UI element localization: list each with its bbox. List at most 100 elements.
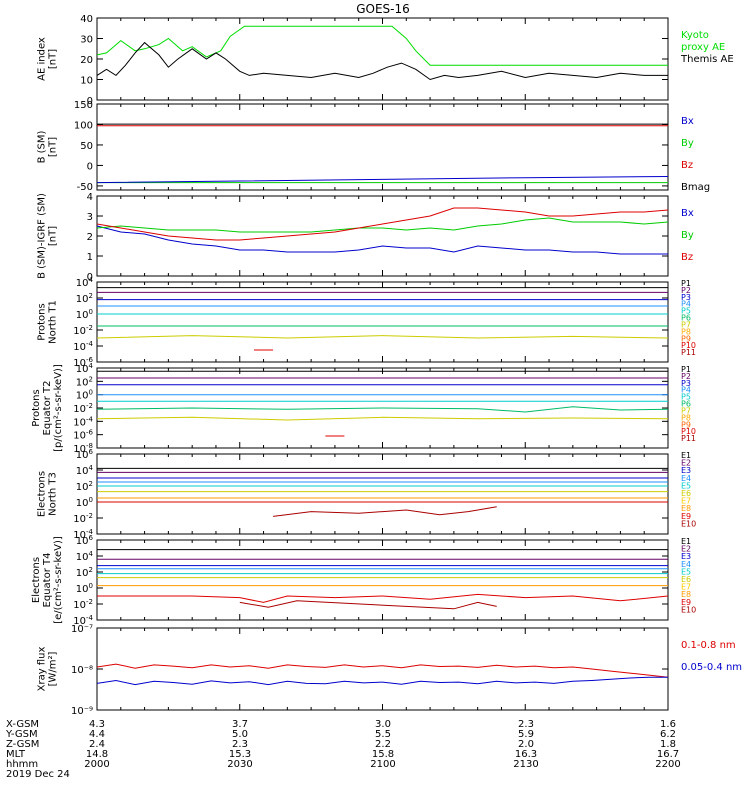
footer-value: 15.8 — [372, 749, 394, 760]
footer-value: 2200 — [655, 759, 680, 770]
y-axis-label-line: [nT] — [48, 226, 59, 246]
y-tick-label: 10⁻⁹ — [71, 706, 93, 717]
y-tick-label: -50 — [77, 182, 93, 193]
y-tick-exponent: -8 — [86, 442, 93, 450]
y-axis-label-line: Electrons — [31, 557, 42, 603]
y-tick-exponent: -2 — [86, 402, 93, 410]
y-tick-label: 100 — [76, 496, 93, 509]
y-tick-exponent: -6 — [86, 429, 94, 437]
legend-entry: P9 — [681, 334, 691, 343]
footer-value: 4.3 — [89, 719, 105, 730]
footer-value: 2130 — [513, 759, 538, 770]
legend-entry: 0.1-0.8 nm — [681, 640, 736, 651]
panel-frame — [96, 453, 669, 535]
footer-value: 2.3 — [232, 739, 248, 750]
y-tick-label: 10-4 — [73, 340, 93, 353]
footer-row-label: hhmm — [6, 759, 38, 770]
series-p7 — [96, 335, 669, 339]
legend-entry: E3 — [681, 466, 691, 475]
legend-entry: P7 — [681, 406, 691, 415]
y-tick-label: 0 — [87, 272, 93, 283]
y-axis-label-line: [nT] — [48, 137, 59, 157]
footer-value: 2.0 — [518, 739, 534, 750]
y-axis-label: B (SM)[nT] — [37, 130, 59, 163]
footer-value: 2030 — [227, 759, 252, 770]
y-tick-label: 104 — [76, 464, 94, 477]
legend-entry: Bx — [681, 116, 694, 127]
y-axis-label-line: [nT] — [48, 49, 59, 69]
panel-5: 10-810-610-410-2100102104ProtonsEquator … — [31, 362, 696, 455]
y-tick-label: 100 — [74, 120, 93, 131]
legend-entry: Bz — [681, 160, 693, 171]
legend-entry: E5 — [681, 481, 691, 490]
legend-entry: P4 — [681, 386, 691, 395]
legend-entry: By — [681, 138, 694, 149]
y-tick-label: 100 — [76, 582, 93, 595]
footer-value: 2100 — [370, 759, 395, 770]
y-tick-label: 3 — [87, 212, 93, 223]
legend-entry: 0.05-0.4 nm — [681, 662, 742, 673]
footer-row-label: X-GSM — [6, 719, 39, 730]
legend-entry: E4 — [681, 474, 691, 483]
legend-entry: E6 — [681, 489, 691, 498]
y-tick-label: 40 — [80, 14, 93, 25]
y-tick-exponent: -4 — [86, 415, 94, 423]
y-tick-exponent: -2 — [86, 598, 93, 606]
y-tick-label: 1 — [87, 252, 93, 263]
y-axis-label-line: Equator T2 — [42, 381, 53, 436]
legend-entry: P8 — [681, 413, 691, 422]
legend-entry: E8 — [681, 504, 691, 513]
series-p7 — [96, 416, 669, 421]
y-tick-label: 106 — [76, 534, 94, 547]
legend-entry: E2 — [681, 545, 691, 554]
legend-entry: P5 — [681, 307, 691, 316]
y-axis-label: AE index[nT] — [37, 37, 59, 81]
footer-value: 16.7 — [657, 749, 679, 760]
y-tick-label: 102 — [76, 292, 93, 305]
legend-entry: E7 — [681, 497, 691, 506]
legend-entry: P1 — [681, 365, 691, 374]
plot-title: GOES-16 — [356, 2, 410, 16]
series-0-1-0-8-nm — [96, 663, 669, 678]
y-tick-exponent: 6 — [89, 448, 94, 456]
legend-entry: P11 — [681, 434, 696, 443]
legend-entry: E1 — [681, 537, 691, 546]
y-tick-label: 100 — [76, 308, 93, 321]
legend-entry: E10 — [681, 519, 696, 528]
legend-entry: Bz — [681, 252, 693, 263]
footer-row-label: Z-GSM — [6, 739, 39, 750]
footer-value: 15.3 — [229, 749, 251, 760]
panel-8: 10⁻⁷ 10⁻⁸ 10⁻⁹ Xray flux[W/m²] 0.1-0.8 nm 0.0… — [37, 624, 743, 717]
legend-entry: P6 — [681, 314, 691, 323]
legend-entry: P3 — [681, 293, 691, 302]
legend-entry: E6 — [681, 575, 691, 584]
series-by — [96, 217, 669, 233]
y-axis-label-line: [W/m²] — [48, 651, 59, 686]
y-tick-exponent: 0 — [89, 582, 93, 590]
footer-value: 3.0 — [375, 719, 391, 730]
y-tick-label: 10-2 — [73, 598, 93, 611]
legend-entry: P8 — [681, 327, 691, 336]
series-bx — [96, 176, 669, 184]
footer-value: 4.4 — [89, 729, 105, 740]
footer-date: 2019 Dec 24 — [6, 769, 70, 780]
y-tick-label: 10-2 — [73, 402, 93, 415]
y-axis-label: B (SM)-IGRF (SM)[nT] — [37, 193, 59, 279]
y-tick-exponent: 0 — [89, 389, 93, 397]
y-tick-label: 100 — [76, 389, 93, 402]
legend-entry: E9 — [681, 512, 691, 521]
y-tick-label: 102 — [76, 566, 93, 579]
footer-value: 14.8 — [86, 749, 108, 760]
legend-entry: P2 — [681, 372, 691, 381]
legend-entry: E5 — [681, 567, 691, 576]
series-kyoto-proxy-ae — [96, 25, 668, 66]
y-tick-label: 30 — [80, 35, 93, 46]
y-axis-label-line: AE index — [37, 37, 48, 81]
y-axis-label: Xray flux[W/m²] — [37, 647, 59, 692]
legend-entry: E9 — [681, 598, 691, 607]
legend-entry: P3 — [681, 379, 691, 388]
